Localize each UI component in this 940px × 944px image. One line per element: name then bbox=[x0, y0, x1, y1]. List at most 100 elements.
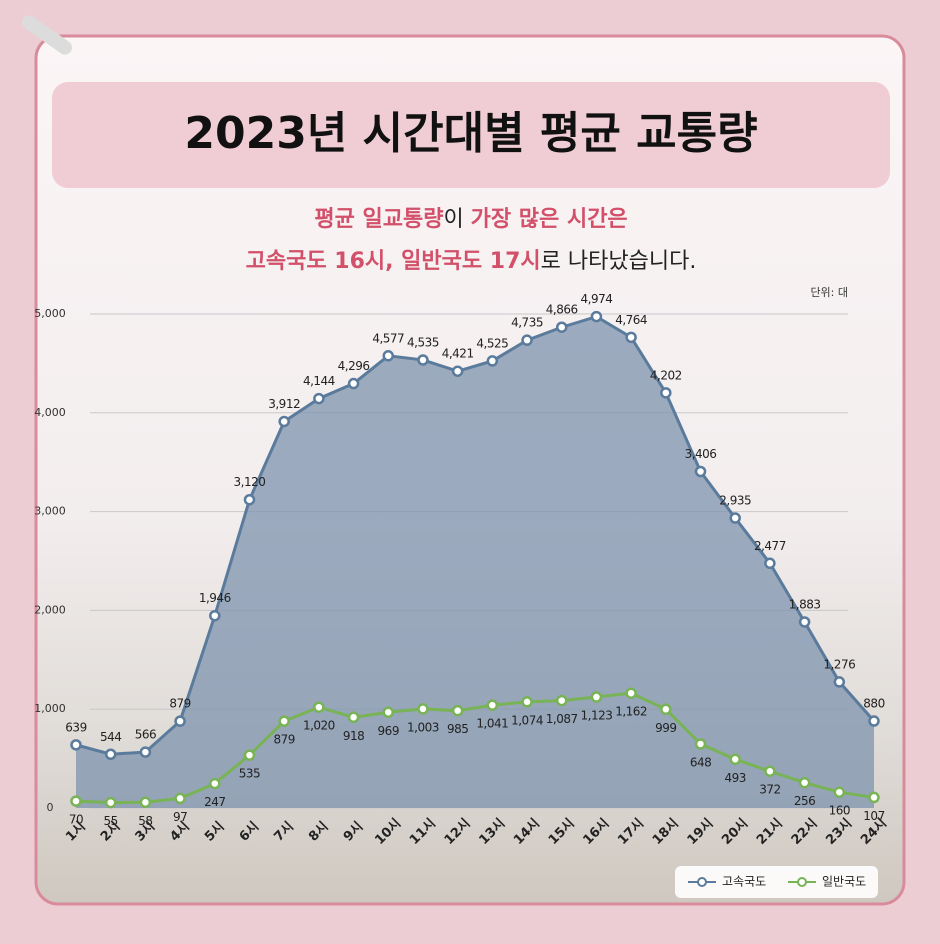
point bbox=[347, 711, 360, 724]
point bbox=[104, 748, 117, 761]
point bbox=[555, 321, 568, 333]
point bbox=[625, 687, 637, 699]
point bbox=[313, 701, 325, 713]
point bbox=[486, 355, 499, 367]
point bbox=[104, 796, 117, 809]
line bbox=[75, 691, 875, 805]
point bbox=[833, 676, 846, 688]
y-tick-label: 0 bbox=[47, 801, 54, 814]
point bbox=[590, 310, 603, 323]
legend-box bbox=[675, 866, 878, 898]
data-label: 544 bbox=[100, 730, 121, 744]
line bbox=[75, 314, 876, 756]
data-label: 1,162 bbox=[615, 705, 647, 719]
point bbox=[139, 746, 152, 758]
point bbox=[417, 703, 429, 715]
point bbox=[729, 753, 741, 766]
legend-label: 고속국도 bbox=[722, 875, 766, 889]
data-label: 4,577 bbox=[372, 331, 404, 345]
data-label: 566 bbox=[135, 728, 156, 742]
data-label: 247 bbox=[204, 795, 225, 809]
data-label: 107 bbox=[863, 809, 884, 823]
data-label: 372 bbox=[759, 783, 780, 797]
subtitle-highlight: 가장 많은 시간은 bbox=[471, 207, 628, 232]
point bbox=[278, 415, 290, 428]
data-label: 999 bbox=[655, 721, 676, 735]
y-tick-label: 1,000 bbox=[34, 702, 66, 715]
data-label: 4,202 bbox=[650, 368, 682, 382]
data-label: 879 bbox=[169, 697, 190, 711]
data-label: 4,144 bbox=[303, 374, 335, 388]
data-label: 3,912 bbox=[268, 397, 300, 411]
point bbox=[694, 465, 707, 478]
data-label: 985 bbox=[447, 722, 468, 736]
point bbox=[521, 334, 533, 346]
subtitle-highlight: 평균 일교통량 bbox=[314, 207, 443, 232]
chart-title: 2023년 시간대별 평균 교통량 bbox=[184, 108, 757, 159]
point bbox=[174, 792, 186, 805]
point bbox=[243, 493, 256, 506]
data-label: 1,276 bbox=[823, 657, 855, 671]
data-label: 4,525 bbox=[476, 336, 508, 350]
data-label: 70 bbox=[69, 813, 83, 827]
data-label: 4,764 bbox=[615, 313, 647, 327]
legend-marker bbox=[697, 877, 707, 887]
legend: 고속국도 일반국도 bbox=[675, 866, 878, 898]
legend-label: 일반국도 bbox=[822, 875, 866, 889]
point bbox=[798, 616, 811, 628]
point bbox=[660, 387, 672, 399]
subtitle: 평균 일교통량이 가장 많은 시간은 bbox=[314, 207, 627, 232]
data-label: 55 bbox=[104, 814, 118, 828]
point bbox=[764, 765, 776, 777]
point bbox=[382, 706, 395, 719]
point bbox=[555, 694, 568, 707]
point bbox=[625, 331, 637, 344]
point bbox=[209, 777, 221, 790]
point bbox=[521, 696, 533, 708]
subtitle-highlight: 고속국도 16시, 일반국도 17시 bbox=[246, 249, 541, 274]
point bbox=[313, 392, 325, 405]
point bbox=[660, 703, 672, 716]
data-label: 4,866 bbox=[546, 303, 578, 317]
data-label: 1,074 bbox=[511, 713, 543, 727]
y-tick-label: 4,000 bbox=[34, 406, 66, 419]
point bbox=[278, 715, 290, 727]
point bbox=[868, 715, 880, 727]
data-label: 2,935 bbox=[719, 494, 751, 508]
point bbox=[347, 377, 360, 390]
data-label: 160 bbox=[829, 804, 850, 818]
data-label: 1,020 bbox=[303, 719, 335, 733]
data-label: 4,735 bbox=[511, 316, 543, 330]
subtitle: 고속국도 16시, 일반국도 17시로 나타났습니다. bbox=[246, 249, 697, 274]
data-label: 1,123 bbox=[581, 709, 613, 723]
legend-marker bbox=[797, 877, 807, 887]
point bbox=[833, 786, 846, 798]
data-label: 4,421 bbox=[442, 347, 474, 361]
data-label: 1,003 bbox=[407, 720, 439, 734]
clip bbox=[21, 15, 73, 55]
area bbox=[76, 316, 874, 808]
point bbox=[174, 715, 186, 727]
point bbox=[486, 699, 499, 711]
point bbox=[209, 609, 221, 622]
point bbox=[243, 749, 256, 761]
title-box bbox=[52, 82, 890, 188]
y-tick-label: 5,000 bbox=[34, 307, 66, 320]
subtitle-text: 로 나타났습니다. bbox=[541, 249, 697, 274]
data-label: 969 bbox=[378, 724, 399, 738]
point bbox=[139, 796, 152, 809]
data-label: 2,477 bbox=[754, 539, 786, 553]
point bbox=[451, 704, 464, 717]
data-label: 880 bbox=[863, 697, 884, 711]
data-label: 1,041 bbox=[476, 717, 508, 731]
data-label: 1,946 bbox=[199, 591, 231, 605]
data-label: 97 bbox=[173, 810, 187, 824]
point bbox=[417, 354, 429, 366]
y-tick-label: 3,000 bbox=[34, 505, 66, 518]
point bbox=[382, 350, 395, 362]
data-label: 639 bbox=[65, 720, 86, 734]
data-label: 256 bbox=[794, 794, 815, 808]
point bbox=[798, 776, 811, 789]
